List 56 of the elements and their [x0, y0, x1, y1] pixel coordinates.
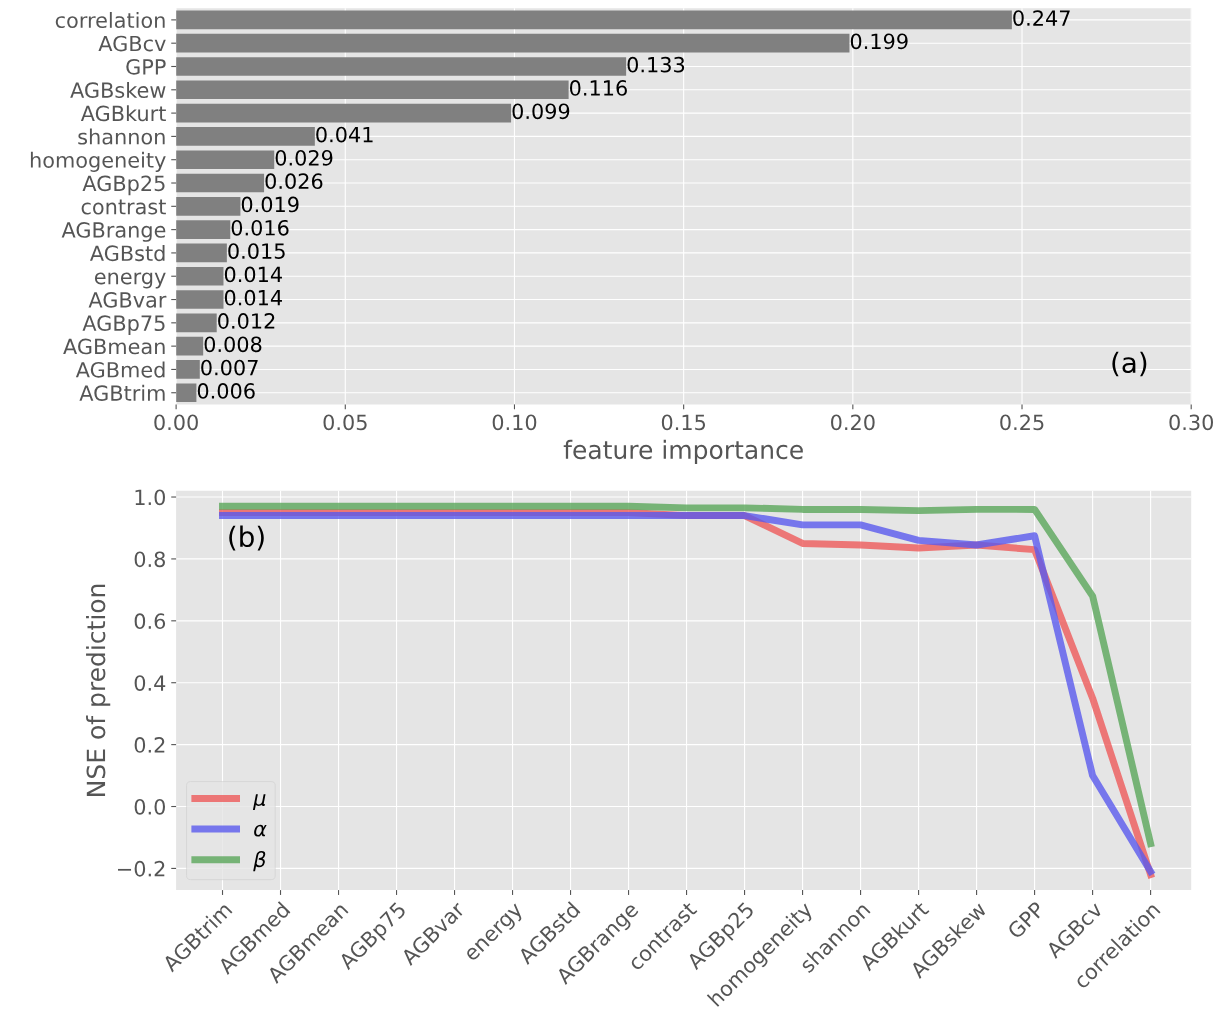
legend-label: μ — [252, 794, 266, 811]
data-label: 0.012 — [218, 313, 275, 329]
data-label: 0.014 — [224, 266, 282, 283]
y-tick-label: GPP — [126, 58, 166, 75]
x-tick-label: 0.25 — [1000, 414, 1044, 431]
data-label: 0.007 — [201, 359, 258, 376]
data-label: 0.014 — [224, 289, 282, 306]
legend-label: α — [254, 824, 267, 837]
y-tick-label: AGBskew — [70, 81, 166, 99]
data-label: 0.016 — [231, 219, 289, 236]
data-label: 0.116 — [569, 80, 627, 96]
y-tick-label: AGBp25 — [82, 175, 165, 196]
x-tick-label: 0.00 — [154, 414, 198, 431]
y-tick-label: 0.4 — [134, 675, 166, 691]
y-tick-label: AGBrange — [61, 222, 166, 242]
data-label: 0.199 — [850, 33, 908, 50]
legend-label: β — [253, 851, 266, 872]
x-tick-label: 0.10 — [492, 414, 537, 431]
y-tick-label: shannon — [78, 128, 165, 145]
y-tick-label: 0.0 — [134, 798, 166, 815]
x-tick-label: 0.30 — [1169, 414, 1214, 431]
data-label: 0.019 — [241, 196, 299, 213]
data-label: 0.008 — [204, 336, 262, 353]
y-tick-label: AGBkurt — [80, 105, 166, 122]
y-tick-label: contrast — [81, 199, 166, 215]
data-label: 0.099 — [512, 103, 570, 120]
y-axis-title: NSE of prediction — [86, 584, 111, 796]
annotation: (a) — [1112, 351, 1147, 377]
y-tick-label: 0.6 — [134, 613, 166, 630]
data-label: 0.006 — [197, 383, 255, 399]
y-tick-label: AGBtrim — [79, 384, 165, 401]
y-tick-label: 0.2 — [134, 737, 165, 753]
data-label: 0.015 — [228, 243, 285, 259]
x-tick-label: 0.15 — [661, 414, 706, 431]
y-tick-label: AGBmed — [75, 361, 165, 378]
x-tick-label: 0.05 — [323, 414, 367, 431]
y-tick-label: AGBp75 — [82, 315, 165, 336]
y-tick-label: homogeneity — [30, 151, 166, 172]
data-label: 0.133 — [627, 56, 685, 73]
data-label: 0.041 — [316, 126, 373, 143]
x-tick-label: GPP — [1006, 900, 1046, 940]
x-axis-title: feature importance — [563, 439, 803, 465]
data-label: 0.247 — [1013, 10, 1070, 26]
y-tick-label: 0.8 — [134, 551, 165, 568]
y-tick-label: −0.2 — [118, 860, 165, 877]
y-tick-label: AGBvar — [88, 291, 167, 308]
y-tick-label: AGBstd — [89, 245, 165, 262]
data-label: 0.029 — [275, 149, 333, 166]
data-label: 0.026 — [265, 173, 323, 190]
y-tick-label: AGBmean — [63, 338, 165, 355]
y-tick-label: 1.0 — [135, 489, 166, 506]
annotation: (b) — [229, 525, 264, 551]
y-tick-label: energy — [94, 272, 166, 289]
x-tick-label: 0.20 — [831, 414, 875, 431]
y-tick-label: AGBcv — [98, 35, 166, 52]
y-tick-label: correlation — [55, 11, 165, 29]
